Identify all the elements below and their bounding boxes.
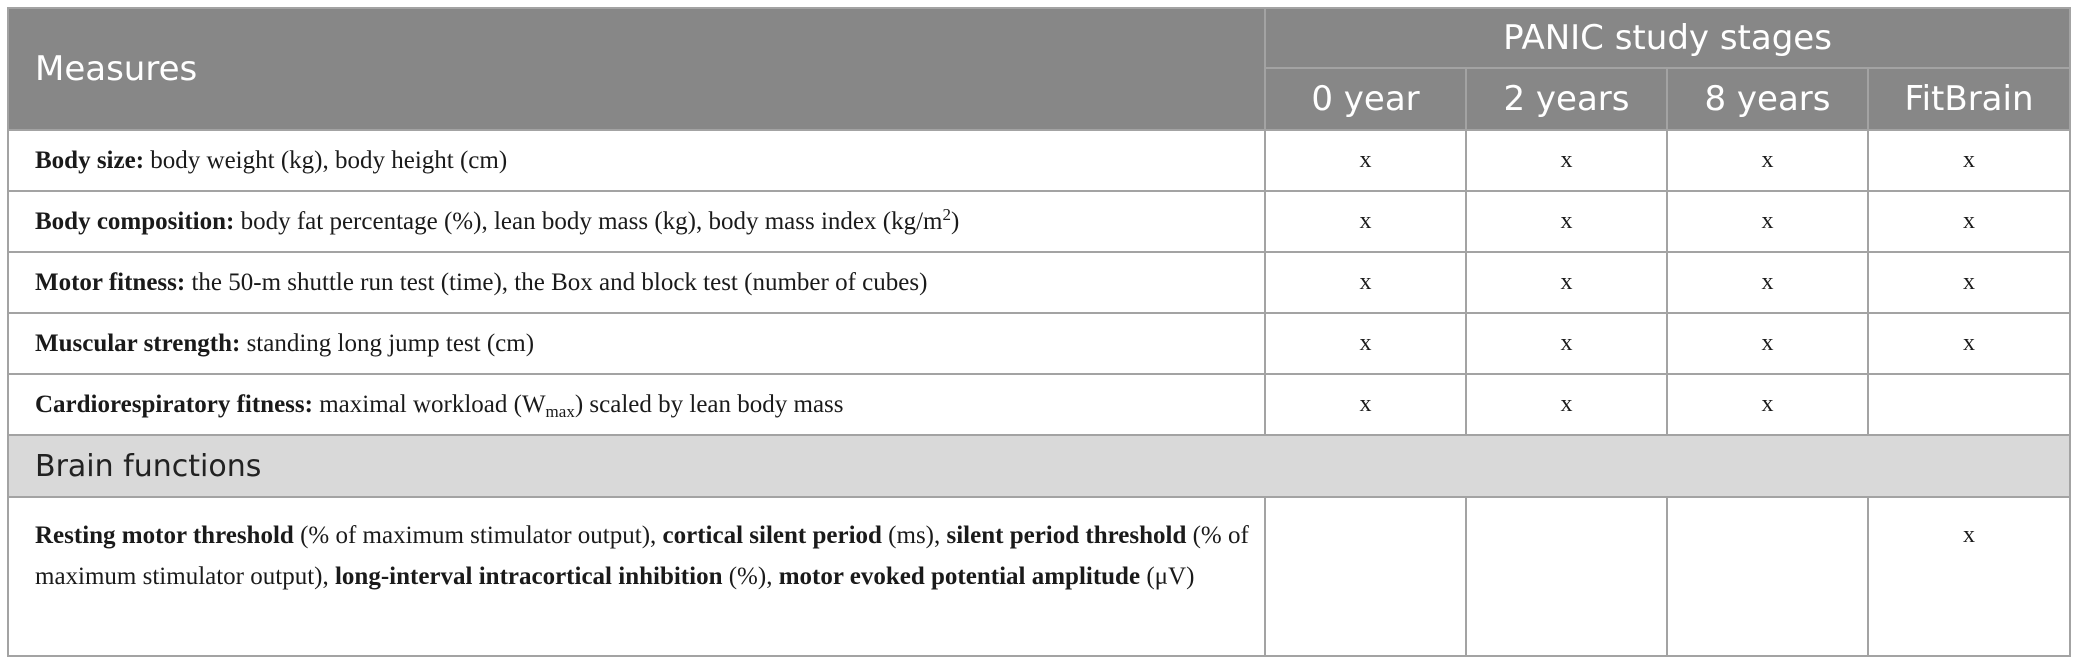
measure-detail: (% of maximum stimulator output), — [293, 522, 663, 549]
measure-name: cortical silent period — [662, 522, 882, 549]
measure-detail: the 50-m shuttle run test (time), the Bo… — [185, 268, 928, 296]
stage-mark: x — [1666, 312, 1869, 375]
measure-detail: standing long jump test (cm) — [240, 329, 535, 357]
section-row: Brain functions — [6, 434, 2072, 498]
measure-detail: body fat percentage (%), lean body mass … — [234, 207, 943, 235]
stages-header: PANIC study stages — [1263, 7, 2072, 69]
measure-detail-end: ) — [951, 207, 960, 235]
measure-detail: (ms), — [881, 522, 947, 549]
measure-detail: (% of maximum stimulator output), — [35, 522, 1249, 590]
stage-header-8-years: 8 years — [1666, 67, 1869, 131]
measure-description: Resting motor threshold (% of maximum st… — [7, 496, 1266, 657]
measure-name: Resting motor threshold — [35, 522, 294, 549]
stage-mark: x — [1264, 251, 1467, 314]
stage-mark: x — [1866, 496, 2072, 657]
measure-name: Muscular strength: — [35, 329, 241, 357]
stage-mark: x — [1465, 312, 1668, 375]
measure-detail: (%), — [722, 563, 779, 590]
measure-name: motor evoked potential amplitude — [778, 563, 1141, 590]
stage-mark — [1264, 496, 1467, 657]
measure-detail: maximal workload (W — [312, 390, 546, 418]
measure-description: Cardiorespiratory fitness: maximal workl… — [7, 373, 1266, 436]
stage-mark: x — [1465, 373, 1668, 436]
stage-mark: x — [1666, 251, 1869, 314]
stage-mark: x — [1666, 373, 1869, 436]
table-row: Cardiorespiratory fitness: maximal workl… — [7, 373, 2072, 436]
measure-description: Motor fitness: the 50-m shuttle run test… — [7, 251, 1266, 314]
stage-mark — [1666, 496, 1869, 657]
stage-mark: x — [1264, 129, 1467, 192]
stage-mark: x — [1666, 129, 1869, 192]
subscript: max — [545, 401, 575, 421]
stage-mark: x — [1465, 129, 1668, 192]
table-row: Body size: body weight (kg), body height… — [7, 129, 2072, 192]
measure-name: Body size: — [35, 146, 145, 174]
measures-table: Measures PANIC study stages 0 year 2 yea… — [6, 7, 2072, 657]
stage-header-2-years: 2 years — [1465, 67, 1668, 131]
stage-mark: x — [1264, 373, 1467, 436]
measure-detail-end: ) scaled by lean body mass — [574, 390, 844, 418]
table-row: Muscular strength: standing long jump te… — [7, 312, 2072, 375]
measure-name: long-interval intracortical inhibition — [334, 563, 723, 590]
stage-mark: x — [1866, 251, 2072, 314]
stage-mark: x — [1465, 251, 1668, 314]
stage-mark: x — [1866, 190, 2072, 253]
measure-detail: (μV) — [1140, 563, 1195, 590]
measure-description: Muscular strength: standing long jump te… — [7, 312, 1266, 375]
stage-header-fitbrain: FitBrain — [1866, 67, 2072, 131]
stage-mark — [1465, 496, 1668, 657]
measure-detail: body weight (kg), body height (cm) — [144, 146, 508, 174]
table-row: Body composition: body fat percentage (%… — [7, 190, 2072, 253]
stage-mark: x — [1465, 190, 1668, 253]
measures-header: Measures — [7, 7, 1266, 131]
measure-description: Body composition: body fat percentage (%… — [7, 190, 1266, 253]
measure-name: Cardiorespiratory fitness: — [35, 390, 313, 418]
measure-name: silent period threshold — [946, 522, 1187, 549]
measure-name: Body composition: — [35, 207, 235, 235]
stage-mark: x — [1264, 312, 1467, 375]
table-row: Resting motor threshold (% of maximum st… — [7, 496, 2072, 657]
stage-mark: x — [1264, 190, 1467, 253]
section-title: Brain functions — [6, 434, 2072, 498]
stage-mark: x — [1666, 190, 1869, 253]
superscript: 2 — [942, 204, 952, 224]
stage-mark: x — [1866, 312, 2072, 375]
measure-description: Body size: body weight (kg), body height… — [7, 129, 1266, 192]
table-row: Motor fitness: the 50-m shuttle run test… — [7, 251, 2072, 314]
measure-name: Motor fitness: — [35, 268, 186, 296]
stage-mark: x — [1866, 129, 2072, 192]
stage-mark — [1866, 373, 2072, 436]
stage-header-0-year: 0 year — [1264, 67, 1467, 131]
